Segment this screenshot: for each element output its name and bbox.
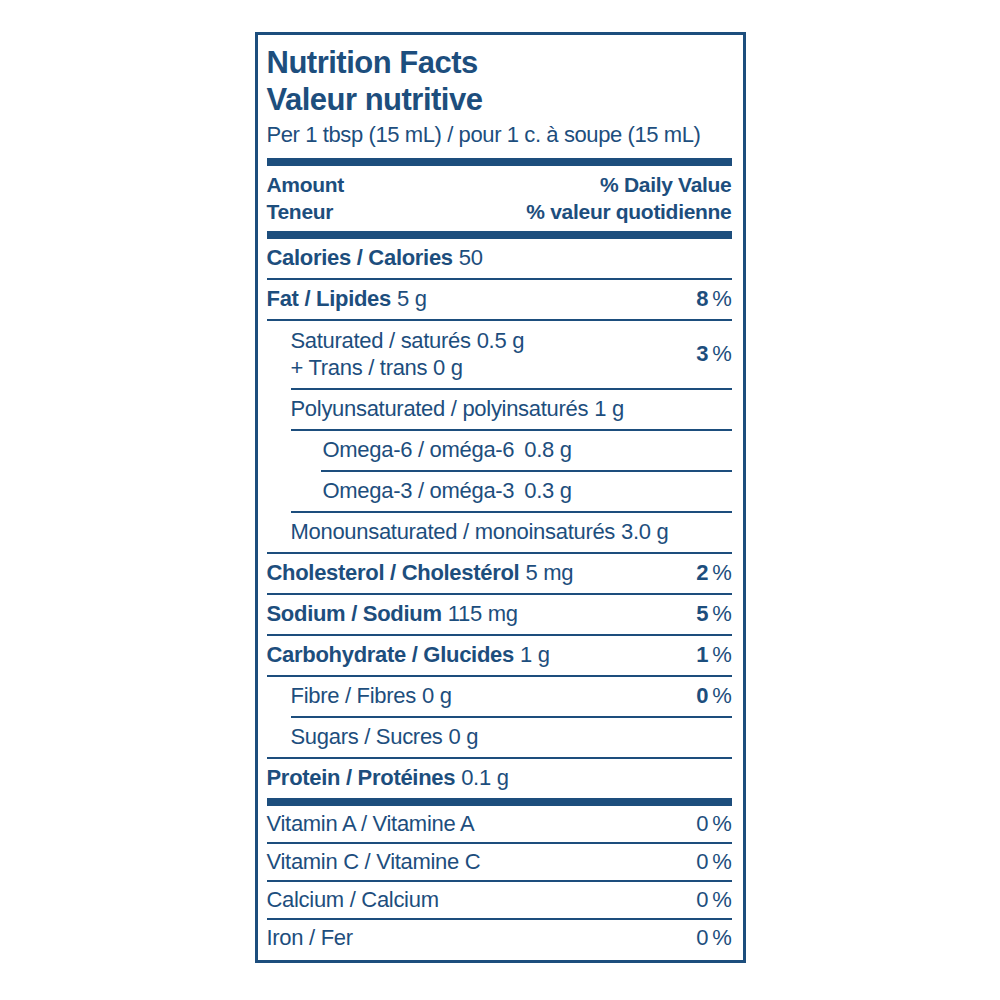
row-sugars: Sugars / Sucres0 g	[267, 718, 732, 757]
row-cholesterol: Cholesterol / Cholestérol5 mg 2%	[267, 554, 732, 593]
row-omega-6: Omega-6 / oméga-60.8 g	[267, 431, 732, 470]
amount-header-labels: Amount Teneur	[267, 171, 345, 225]
thick-rule	[267, 231, 732, 239]
row-vitamin-c: Vitamin C / Vitamine C 0%	[267, 844, 732, 880]
daily-value-header-labels: % Daily Value % valeur quotidienne	[526, 171, 731, 225]
amount-label-en: Amount	[267, 171, 345, 198]
amount-label-fr: Teneur	[267, 198, 345, 225]
title-english: Nutrition Facts	[267, 44, 732, 81]
row-polyunsaturated: Polyunsaturated / polyinsaturés1 g	[267, 390, 732, 429]
row-monounsaturated: Monounsaturated / monoinsaturés3.0 g	[267, 513, 732, 552]
amount-header: Amount Teneur % Daily Value % valeur quo…	[267, 166, 732, 231]
row-sodium: Sodium / Sodium115 mg 5%	[267, 595, 732, 634]
nutrition-facts-label: Nutrition Facts Valeur nutritive Per 1 t…	[255, 32, 746, 963]
row-iron: Iron / Fer 0%	[267, 920, 732, 958]
title-french: Valeur nutritive	[267, 81, 732, 118]
row-carbohydrate: Carbohydrate / Glucides1 g 1%	[267, 636, 732, 675]
row-fat: Fat / Lipides5 g 8%	[267, 280, 732, 319]
row-calcium: Calcium / Calcium 0%	[267, 882, 732, 918]
row-protein: Protein / Protéines0.1 g	[267, 759, 732, 798]
row-calories: Calories / Calories50	[267, 239, 732, 278]
row-saturated-trans: Saturated / saturés0.5 g + Trans / trans…	[267, 321, 732, 388]
row-fibre: Fibre / Fibres0 g 0%	[267, 677, 732, 716]
serving-size: Per 1 tbsp (15 mL) / pour 1 c. à soupe (…	[267, 120, 732, 150]
thick-rule	[267, 798, 732, 806]
row-omega-3: Omega-3 / oméga-30.3 g	[267, 472, 732, 511]
daily-value-label-fr: % valeur quotidienne	[526, 198, 731, 225]
daily-value-label-en: % Daily Value	[526, 171, 731, 198]
thick-rule	[267, 158, 732, 166]
row-vitamin-a: Vitamin A / Vitamine A 0%	[267, 806, 732, 842]
